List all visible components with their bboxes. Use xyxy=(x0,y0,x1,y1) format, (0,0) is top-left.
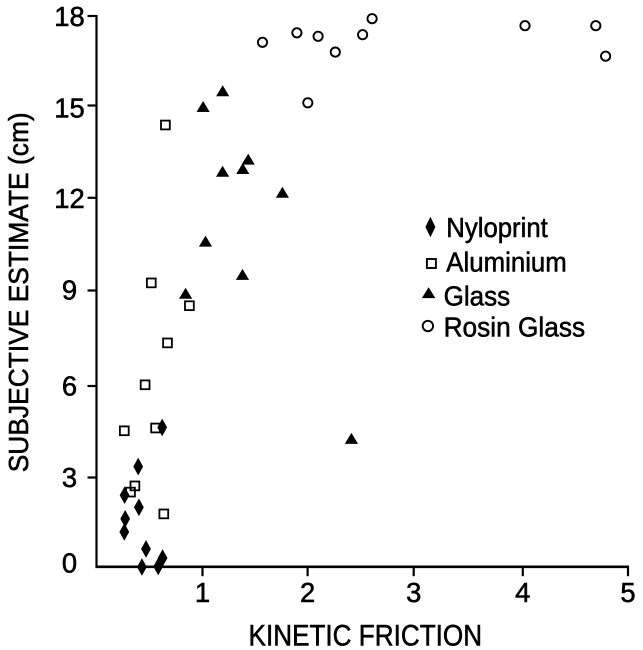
svg-text:SUBJECTIVE ESTIMATE (cm): SUBJECTIVE ESTIMATE (cm) xyxy=(3,112,34,472)
svg-text:6: 6 xyxy=(62,371,77,402)
svg-text:Glass: Glass xyxy=(444,281,511,312)
svg-text:9: 9 xyxy=(62,275,77,306)
svg-text:Nyloprint: Nyloprint xyxy=(446,212,548,243)
svg-text:18: 18 xyxy=(54,1,84,32)
svg-text:3: 3 xyxy=(406,577,421,608)
svg-text:15: 15 xyxy=(54,92,84,123)
svg-text:1: 1 xyxy=(195,577,210,608)
svg-text:12: 12 xyxy=(54,183,84,214)
svg-text:Aluminium: Aluminium xyxy=(446,247,567,278)
svg-text:2: 2 xyxy=(300,577,315,608)
svg-text:Rosin Glass: Rosin Glass xyxy=(444,312,585,343)
svg-text:KINETIC FRICTION: KINETIC FRICTION xyxy=(249,619,483,650)
svg-text:0: 0 xyxy=(62,548,77,579)
svg-text:3: 3 xyxy=(62,462,77,493)
svg-text:4: 4 xyxy=(515,577,530,608)
svg-text:5: 5 xyxy=(620,577,635,608)
